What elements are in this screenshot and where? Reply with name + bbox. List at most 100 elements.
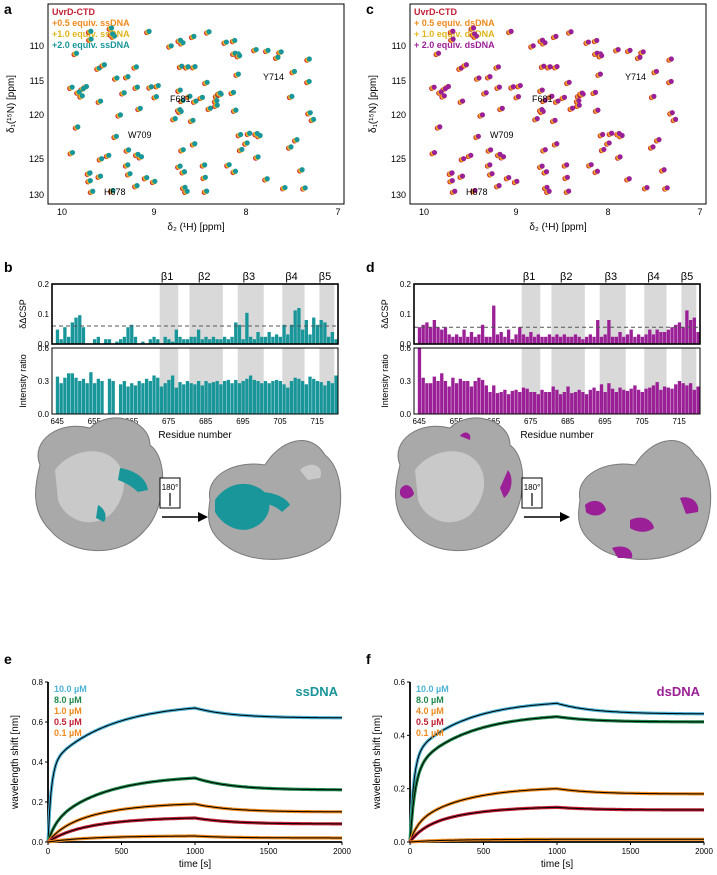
bar xyxy=(137,381,141,414)
bar-ytick: 0.0 xyxy=(400,410,412,419)
bar xyxy=(241,381,245,414)
nmr-peak xyxy=(431,149,438,156)
bar xyxy=(196,329,201,344)
nmr-peak xyxy=(146,28,152,34)
strand-label: β1 xyxy=(161,271,173,283)
kin-xtick: 500 xyxy=(477,847,491,856)
nmr-peak xyxy=(576,97,582,104)
nmr-a-ytick: 110 xyxy=(30,41,44,51)
bar xyxy=(425,383,429,414)
strand-label: β1 xyxy=(523,271,535,283)
bar xyxy=(81,378,86,414)
nmr-a-label-f681: F681 xyxy=(170,94,191,104)
nmr-peak xyxy=(238,131,244,138)
bar xyxy=(584,394,589,414)
bar xyxy=(133,385,138,414)
kin-xtick: 0 xyxy=(46,847,51,856)
bar xyxy=(63,327,67,344)
bar xyxy=(55,376,60,414)
nmr-peak xyxy=(530,43,536,49)
bar xyxy=(440,329,444,344)
bar xyxy=(59,339,63,344)
bar-ylabel: δΔCSP xyxy=(380,299,390,329)
nmr-c-legend-05: + 0.5 equiv. dsDNA xyxy=(414,18,495,28)
bar xyxy=(141,383,145,414)
bar xyxy=(152,336,156,344)
nmr-panel-a: UvrD-CTD +0.5 equiv. ssDNA +1.0 equiv. s… xyxy=(6,3,345,233)
nmr-peak xyxy=(476,75,482,81)
bar-xtick: 715 xyxy=(311,417,325,426)
bar xyxy=(432,376,436,414)
nmr-peak xyxy=(294,137,300,143)
bar xyxy=(443,327,448,344)
nmr-peak xyxy=(617,154,623,160)
kin-ytick: 0.4 xyxy=(394,731,406,740)
nmr-peak xyxy=(202,174,208,180)
nmr-peak xyxy=(214,102,220,108)
nmr-peak xyxy=(601,146,607,153)
bar xyxy=(323,385,327,414)
nmr-peak xyxy=(579,90,585,96)
bar xyxy=(156,377,160,414)
bar xyxy=(170,375,175,414)
kin-xtick: 2000 xyxy=(333,847,351,856)
bar xyxy=(436,381,440,414)
nmr-a-ytick: 125 xyxy=(29,154,44,164)
bar xyxy=(256,381,260,414)
kin-legend-entry: 8.0 µM xyxy=(416,695,444,705)
nmr-peak xyxy=(475,133,481,139)
bar xyxy=(315,324,320,344)
nmr-peak xyxy=(254,130,260,137)
kin-series-fit xyxy=(47,817,342,843)
nmr-peak xyxy=(90,188,96,194)
bar xyxy=(610,388,615,414)
bar xyxy=(63,377,67,414)
bar xyxy=(662,386,667,414)
nmr-c-legend-20: + 2.0 equiv. dsDNA xyxy=(414,40,495,50)
strand-band xyxy=(681,348,697,414)
bar xyxy=(144,378,149,414)
bar xyxy=(629,388,633,414)
nmr-peak xyxy=(113,133,119,139)
strand-label: β5 xyxy=(319,271,331,283)
nmr-peak xyxy=(459,173,466,179)
nmr-a-legend-05: +0.5 equiv. ssDNA xyxy=(52,18,130,28)
bar xyxy=(454,334,459,344)
bar xyxy=(222,336,227,344)
nmr-peak xyxy=(626,176,632,182)
bar xyxy=(248,336,253,344)
bar xyxy=(570,393,574,414)
bar xyxy=(655,382,659,414)
bar xyxy=(260,336,264,344)
bar xyxy=(458,378,462,414)
strand-band xyxy=(681,284,697,344)
nmr-peak xyxy=(599,53,605,59)
bar xyxy=(666,329,670,344)
nmr-peak xyxy=(230,89,237,95)
bar xyxy=(215,381,219,414)
nmr-peak xyxy=(291,68,298,75)
nmr-c-peaks xyxy=(429,25,679,196)
nmr-peak xyxy=(517,82,523,89)
nmr-peak xyxy=(125,162,131,168)
nmr-peak xyxy=(299,167,305,173)
bar xyxy=(436,327,440,344)
bar xyxy=(274,379,279,414)
kin-series-fit xyxy=(409,788,704,843)
kin-legend-entry: 0.1 µM xyxy=(416,728,444,738)
nmr-peak xyxy=(114,75,120,81)
panel-label-d: d xyxy=(366,259,375,275)
kin-ylabel: wavelength shift [nm] xyxy=(10,715,21,810)
bar xyxy=(599,384,604,414)
bar xyxy=(674,384,678,414)
bar xyxy=(588,389,592,414)
bar xyxy=(532,336,537,344)
bar xyxy=(596,390,600,414)
bar xyxy=(677,381,682,414)
bar-xtick: 675 xyxy=(162,417,176,426)
bar xyxy=(562,334,566,344)
nmr-peak xyxy=(108,25,115,31)
nmr-peak xyxy=(450,28,456,34)
nmr-peak xyxy=(452,188,458,194)
kin-legend-entry: 10.0 µM xyxy=(54,684,87,694)
